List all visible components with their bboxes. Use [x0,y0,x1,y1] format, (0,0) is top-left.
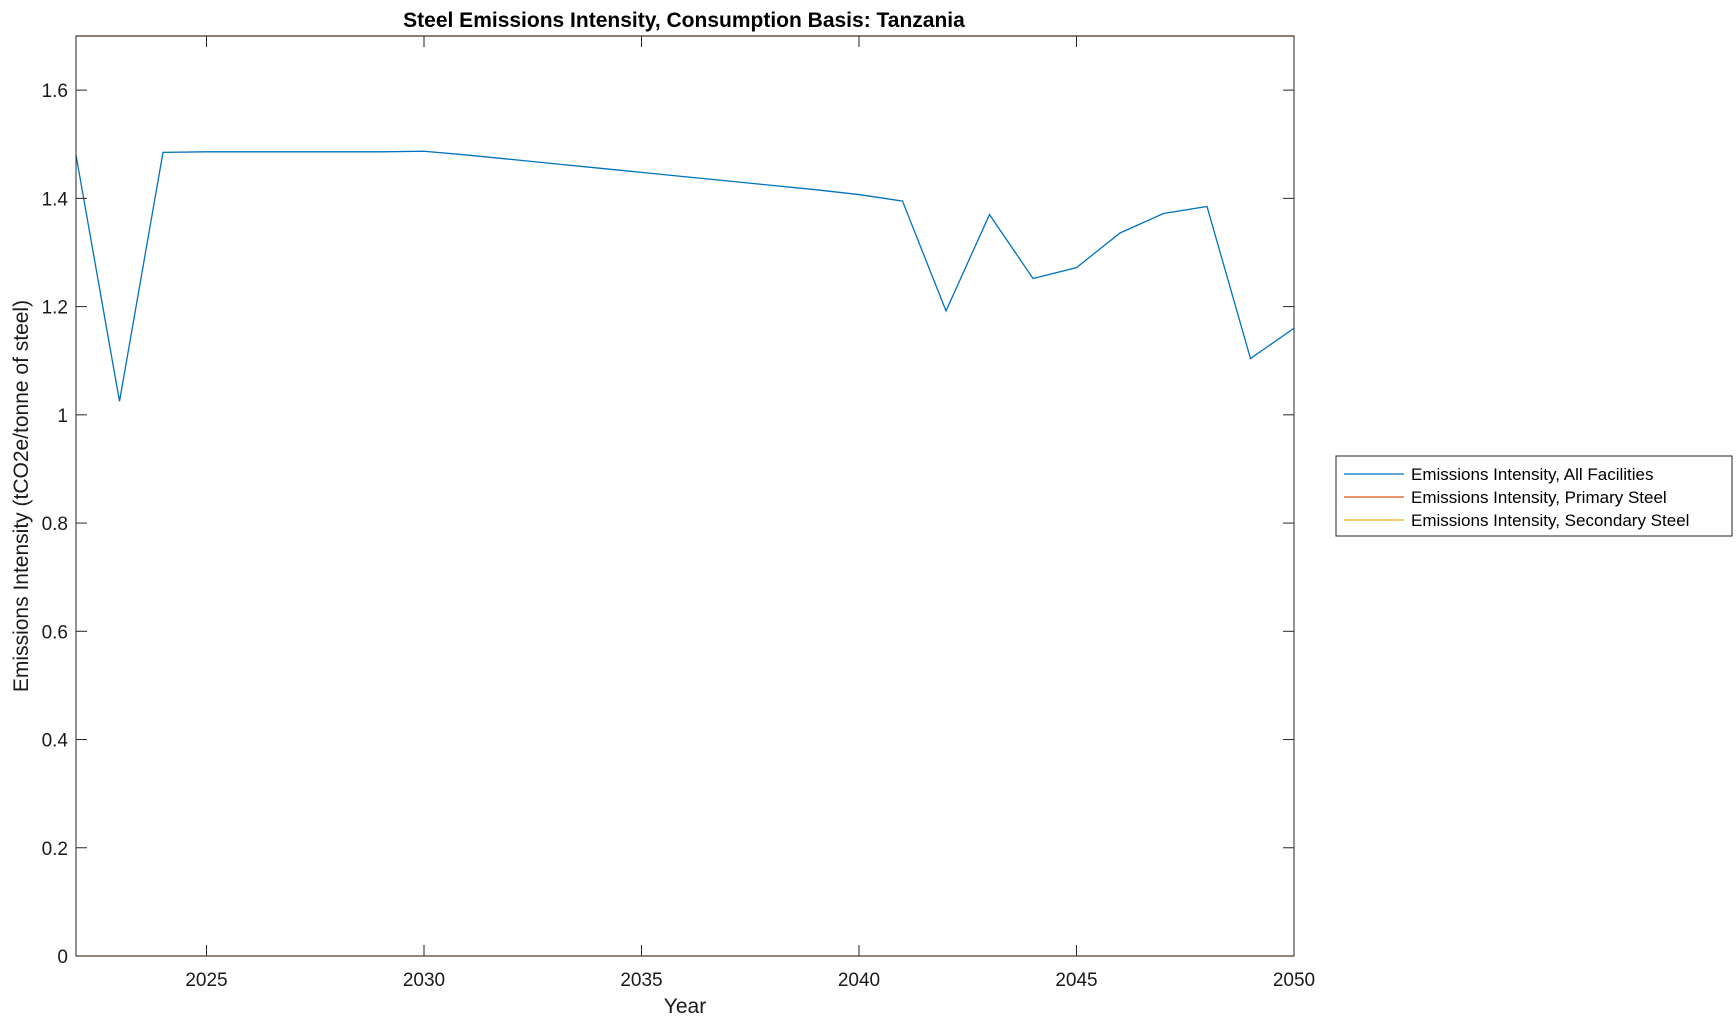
y-tick-label: 1 [57,406,68,427]
y-tick-label: 0.4 [42,731,69,752]
legend-label-3: Emissions Intensity, Secondary Steel [1411,511,1689,530]
y-tick-label: 1.2 [42,298,68,319]
chart-title: Steel Emissions Intensity, Consumption B… [403,9,965,32]
legend-box [1335,455,1733,537]
y-tick-label: 0.8 [42,514,68,535]
legend-label-1: Emissions Intensity, All Facilities [1411,465,1653,484]
x-tick-label: 2050 [1273,970,1315,991]
y-tick-label: 0 [57,947,68,968]
y-tick-label: 0.2 [42,839,68,860]
y-axis-label: Emissions Intensity (tCO2e/tonne of stee… [10,300,33,692]
series-line-1 [75,150,1295,402]
x-axis: 2025 2030 2035 2040 2045 2050 [185,36,1315,991]
x-tick-label: 2030 [403,970,445,991]
x-axis-label: Year [664,995,706,1018]
plot-area: 2025 2030 2035 2040 2045 2050 0 0.2 0.4 0.6 0.8 1 1… [42,35,1315,991]
legend: Emissions Intensity, All Facilities Emiss… [1335,455,1733,537]
x-tick-label: 2035 [620,970,662,991]
y-tick-label: 1.4 [42,189,69,210]
legend-label-2: Emissions Intensity, Primary Steel [1411,488,1667,507]
axes-background [76,36,1294,956]
y-axis: 0 0.2 0.4 0.6 0.8 1 1.2 1.4 1.6 [42,81,1294,968]
axes-frame [75,35,1295,957]
x-tick-label: 2040 [838,970,880,991]
y-tick-label: 1.6 [42,81,68,102]
x-tick-label: 2045 [1055,970,1097,991]
x-tick-label: 2025 [185,970,227,991]
y-tick-label: 0.6 [42,622,68,643]
